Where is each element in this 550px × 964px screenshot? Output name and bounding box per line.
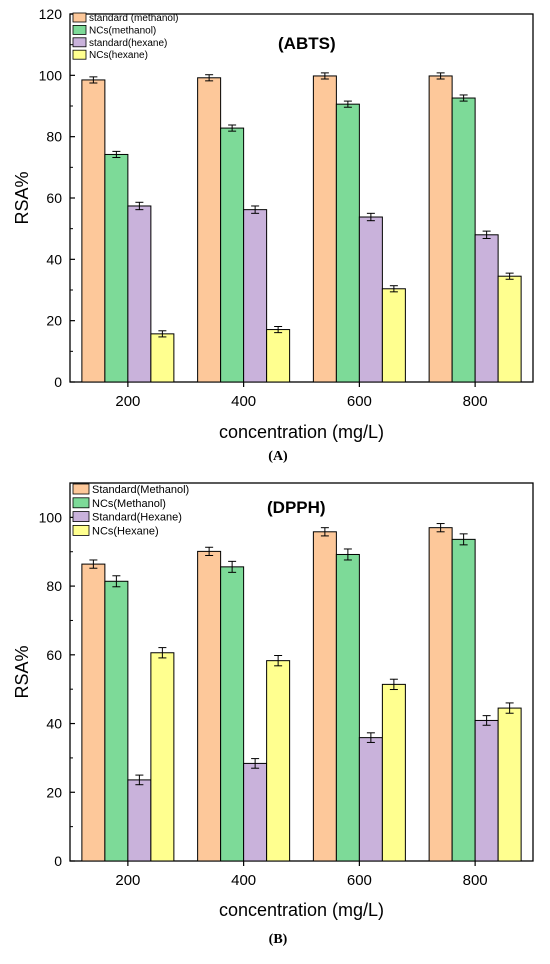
bar bbox=[451, 538, 476, 862]
x-axis-title: concentration (mg/L) bbox=[219, 900, 384, 920]
dpph-chart-panel: 0 20 40 60 80 100 200 400 600 800 concentration (m… bbox=[0, 480, 550, 959]
chart-annotation: (ABTS) bbox=[278, 34, 336, 53]
bar bbox=[104, 153, 129, 383]
bar bbox=[381, 683, 406, 862]
bar bbox=[197, 77, 222, 383]
y-tick-label: 0 bbox=[54, 374, 62, 390]
bar bbox=[381, 288, 406, 383]
bar bbox=[220, 566, 245, 862]
bar bbox=[497, 707, 522, 862]
panel-label: (B) bbox=[269, 932, 288, 947]
bar bbox=[220, 127, 245, 383]
bar bbox=[104, 580, 129, 862]
y-tick-label: 20 bbox=[46, 784, 62, 800]
legend-label: NCs(hexane) bbox=[89, 50, 148, 61]
y-tick-label: 120 bbox=[39, 6, 63, 22]
y-tick-label: 100 bbox=[39, 509, 63, 525]
x-axis-title: concentration (mg/L) bbox=[219, 422, 384, 442]
abts-chart-panel: 0 20 40 60 80 100 120 200 400 600 800 concentration… bbox=[0, 0, 550, 480]
legend-label: Standard(Methanol) bbox=[92, 484, 189, 496]
bar bbox=[81, 79, 106, 383]
x-tick-label: 400 bbox=[231, 872, 256, 889]
legend: Standard(Methanol) NCs(Methanol) Standard(… bbox=[72, 483, 189, 537]
bar bbox=[127, 779, 152, 862]
bar bbox=[428, 527, 453, 862]
bar bbox=[474, 719, 499, 862]
legend-swatch bbox=[72, 24, 87, 35]
plot-frame bbox=[69, 482, 534, 862]
bar bbox=[335, 103, 360, 383]
legend-label: NCs(Methanol) bbox=[92, 498, 166, 510]
y-tick-label: 60 bbox=[46, 647, 62, 663]
bar bbox=[312, 531, 337, 862]
x-tick-label: 200 bbox=[115, 872, 140, 889]
bar bbox=[451, 97, 476, 383]
x-tick-label: 600 bbox=[347, 393, 372, 410]
legend-label: NCs(methanol) bbox=[89, 25, 156, 36]
y-tick-label: 60 bbox=[46, 190, 62, 206]
bar bbox=[127, 205, 152, 383]
legend-label: NCs(Hexane) bbox=[92, 525, 159, 537]
legend-swatch bbox=[72, 12, 87, 23]
legend-label: standard(hexane) bbox=[89, 38, 167, 49]
x-tick-label: 400 bbox=[231, 393, 256, 410]
bar bbox=[428, 75, 453, 383]
chart-annotation: (DPPH) bbox=[267, 498, 326, 517]
legend: standard (methanol)NCs(methanol) standard… bbox=[72, 12, 179, 61]
bar bbox=[474, 234, 499, 383]
bar bbox=[335, 553, 360, 862]
y-tick-label: 80 bbox=[46, 578, 62, 594]
legend-label: standard (methanol) bbox=[89, 13, 179, 24]
bar bbox=[81, 563, 106, 862]
bar bbox=[358, 737, 383, 862]
y-tick-label: 100 bbox=[39, 67, 63, 83]
legend-swatch bbox=[72, 49, 87, 60]
bar bbox=[266, 660, 291, 862]
bar bbox=[497, 275, 522, 383]
dpph-chart: 0 20 40 60 80 100 200 400 600 800 concentration (m… bbox=[12, 482, 534, 947]
legend-swatch bbox=[72, 37, 87, 48]
panel-label: (A) bbox=[268, 449, 288, 464]
bar bbox=[266, 329, 291, 383]
legend-swatch bbox=[72, 525, 90, 536]
x-tick-label: 200 bbox=[115, 393, 140, 410]
y-tick-label: 0 bbox=[54, 853, 62, 869]
y-axis-title: RSA% bbox=[12, 645, 32, 698]
y-tick-label: 20 bbox=[46, 313, 62, 329]
bar bbox=[358, 216, 383, 383]
x-tick-label: 800 bbox=[463, 872, 488, 889]
x-tick-label: 800 bbox=[463, 393, 488, 410]
x-tick-label: 600 bbox=[347, 872, 372, 889]
y-tick-label: 40 bbox=[46, 716, 62, 732]
legend-label: Standard(Hexane) bbox=[92, 512, 182, 524]
bar bbox=[243, 209, 268, 383]
y-tick-label: 40 bbox=[46, 251, 62, 267]
bar bbox=[312, 75, 337, 383]
legend-swatch bbox=[72, 483, 90, 495]
y-axis-title: RSA% bbox=[12, 171, 32, 224]
bar bbox=[150, 652, 175, 862]
bar bbox=[150, 333, 175, 383]
legend-swatch bbox=[72, 511, 90, 523]
legend-swatch bbox=[72, 497, 90, 509]
y-tick-label: 80 bbox=[46, 129, 62, 145]
bar bbox=[243, 762, 268, 862]
abts-chart: 0 20 40 60 80 100 120 200 400 600 800 concentration… bbox=[12, 6, 534, 464]
bar bbox=[197, 550, 222, 862]
